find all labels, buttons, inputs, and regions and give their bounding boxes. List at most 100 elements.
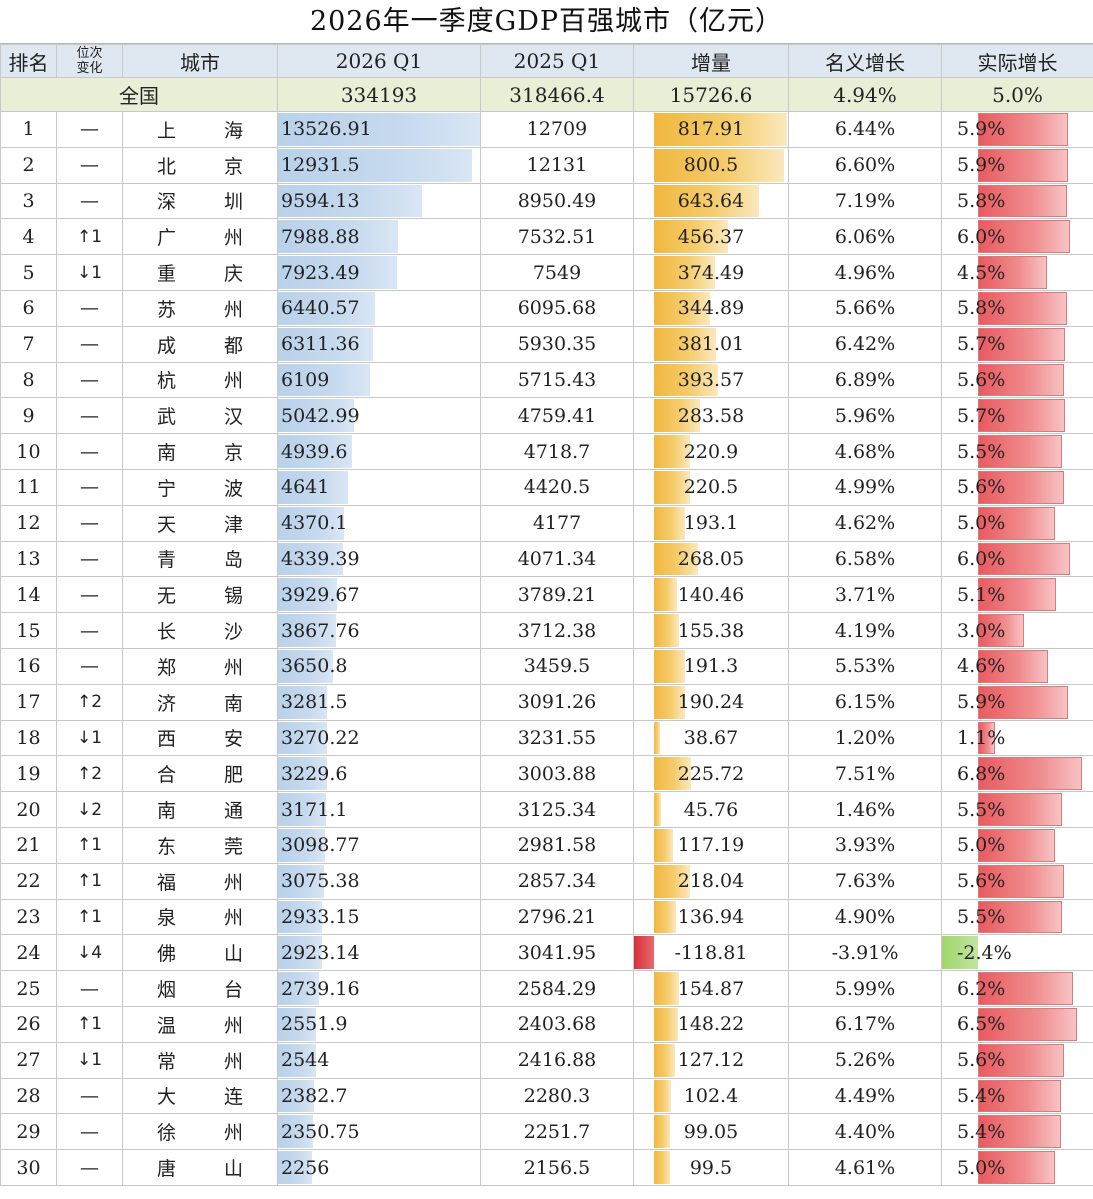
real-growth-cell: 5.6% xyxy=(941,361,1093,399)
table-row: 7— 成都 6311.36 5930.35 381.01 6.42% 5.7% xyxy=(0,325,1093,363)
gdp-bar xyxy=(278,614,336,647)
real-growth-value: 5.6% xyxy=(957,368,1006,391)
increase-value: 155.38 xyxy=(677,619,745,642)
real-growth-cell: 5.7% xyxy=(941,397,1093,435)
increase-value: 193.1 xyxy=(683,512,739,535)
real-growth-cell: 6.8% xyxy=(941,755,1093,793)
rank-change-cell: — xyxy=(56,1149,123,1186)
gdp-2026q1-cell: 3171.1 xyxy=(277,791,481,828)
increase-cell: 191.3 xyxy=(633,647,789,685)
table-row: 10— 南京 4939.6 4718.7 220.9 4.68% 5.5% xyxy=(0,433,1093,470)
increase-value: 283.58 xyxy=(677,404,745,427)
nominal-growth-cell: 4.19% xyxy=(788,612,942,649)
rank-cell: 20 xyxy=(0,791,57,828)
city-cell: 武汉 xyxy=(122,397,278,435)
gdp-2026q1-cell: 4339.39 xyxy=(277,540,481,578)
gdp-2026q1-cell: 6311.36 xyxy=(277,325,481,363)
total-label: 全国 xyxy=(0,77,278,112)
increase-bar xyxy=(654,864,690,898)
gdp-2026q1-cell: 7988.88 xyxy=(277,218,481,256)
real-growth-value: 4.6% xyxy=(957,655,1006,678)
city-char-2: 州 xyxy=(223,370,243,393)
city-char-2: 州 xyxy=(223,1122,243,1145)
city-char-2: 州 xyxy=(223,1014,243,1037)
rank-change-cell: — xyxy=(56,325,123,363)
increase-cell: 817.91 xyxy=(633,111,789,148)
real-growth-bar xyxy=(978,470,1064,504)
rank-change-cell: — xyxy=(56,182,123,220)
real-growth-bar xyxy=(978,828,1055,862)
rank-change-cell: ↑1 xyxy=(56,826,123,864)
real-growth-bar xyxy=(978,864,1064,898)
city-cell: 东莞 xyxy=(122,826,278,864)
rank-change-cell: — xyxy=(56,970,123,1007)
nominal-growth-cell: 6.17% xyxy=(788,1005,942,1043)
increase-cell: 99.5 xyxy=(633,1149,789,1186)
table-row: 20 ↓2 南通 3171.1 3125.34 45.76 1.46% 5.5% xyxy=(0,791,1093,828)
city-char-2: 山 xyxy=(223,1158,243,1180)
city-char-1: 合 xyxy=(157,764,177,787)
real-growth-bar xyxy=(978,1079,1061,1113)
gdp-bar xyxy=(278,1007,317,1041)
real-growth-value: 6.5% xyxy=(957,1013,1006,1036)
real-growth-value: 5.7% xyxy=(957,404,1006,427)
increase-cell: 190.24 xyxy=(633,683,789,721)
city-cell: 上海 xyxy=(122,111,278,148)
city-char-1: 青 xyxy=(157,549,177,572)
nominal-growth-cell: 6.44% xyxy=(788,111,942,148)
city-char-2: 安 xyxy=(223,728,243,751)
table-row: 25— 烟台 2739.16 2584.29 154.87 5.99% 6.2% xyxy=(0,970,1093,1007)
rank-change-cell: ↑1 xyxy=(56,1005,123,1043)
real-growth-cell: 6.2% xyxy=(941,970,1093,1007)
rank-change-cell: ↑1 xyxy=(56,898,123,936)
gdp-bar xyxy=(278,1115,314,1149)
city-char-1: 温 xyxy=(157,1014,177,1037)
city-char-1: 烟 xyxy=(157,979,177,1002)
gdp-2025q1-cell: 6095.68 xyxy=(480,289,634,327)
nominal-growth-cell: 6.60% xyxy=(788,146,942,184)
real-growth-cell: 5.0% xyxy=(941,504,1093,542)
gdp-2026q1-value: 4641 xyxy=(281,476,330,499)
total-nominal: 4.94% xyxy=(788,77,942,112)
city-cell: 天津 xyxy=(122,504,278,542)
city-char-2: 京 xyxy=(223,442,243,465)
city-char-1: 南 xyxy=(157,800,177,823)
real-growth-bar xyxy=(978,435,1063,468)
city-cell: 北京 xyxy=(122,146,278,184)
city-char-2: 莞 xyxy=(223,835,243,858)
nominal-growth-cell: 4.96% xyxy=(788,254,942,291)
city-char-2: 通 xyxy=(223,800,243,823)
gdp-bar xyxy=(278,399,354,433)
city-char-1: 上 xyxy=(157,119,177,142)
rank-change-cell: ↓1 xyxy=(56,254,123,291)
real-growth-bar xyxy=(978,1007,1078,1041)
increase-value: 268.05 xyxy=(677,547,745,570)
rank-change-cell: — xyxy=(56,433,123,470)
gdp-2026q1-value: 3650.8 xyxy=(281,655,348,678)
gdp-2026q1-value: 2739.16 xyxy=(281,977,360,1000)
increase-value: 225.72 xyxy=(677,762,745,785)
gdp-bar xyxy=(278,506,344,540)
rank-change-cell: — xyxy=(56,612,123,649)
increase-bar xyxy=(654,506,686,540)
gdp-2026q1-cell: 3650.8 xyxy=(277,647,481,685)
city-cell: 温州 xyxy=(122,1005,278,1043)
city-char-2: 沙 xyxy=(223,621,243,644)
gdp-2025q1-cell: 12131 xyxy=(480,146,634,184)
nominal-growth-cell: 4.49% xyxy=(788,1077,942,1115)
increase-bar xyxy=(654,900,677,934)
real-growth-bar xyxy=(978,399,1066,433)
rank-cell: 21 xyxy=(0,826,57,864)
increase-cell: 45.76 xyxy=(633,791,789,828)
nominal-growth-cell: 1.46% xyxy=(788,791,942,828)
city-cell: 成都 xyxy=(122,325,278,363)
increase-cell: 643.64 xyxy=(633,182,789,220)
real-growth-bar xyxy=(978,1151,1055,1184)
gdp-bar xyxy=(278,972,320,1005)
gdp-2026q1-cell: 5042.99 xyxy=(277,397,481,435)
table-row: 18 ↓1 西安 3270.22 3231.55 38.67 1.20% 1.1% xyxy=(0,719,1093,757)
city-cell: 深圳 xyxy=(122,182,278,220)
rank-cell: 29 xyxy=(0,1113,57,1151)
gdp-2026q1-cell: 6109 xyxy=(277,361,481,399)
city-cell: 福州 xyxy=(122,862,278,900)
